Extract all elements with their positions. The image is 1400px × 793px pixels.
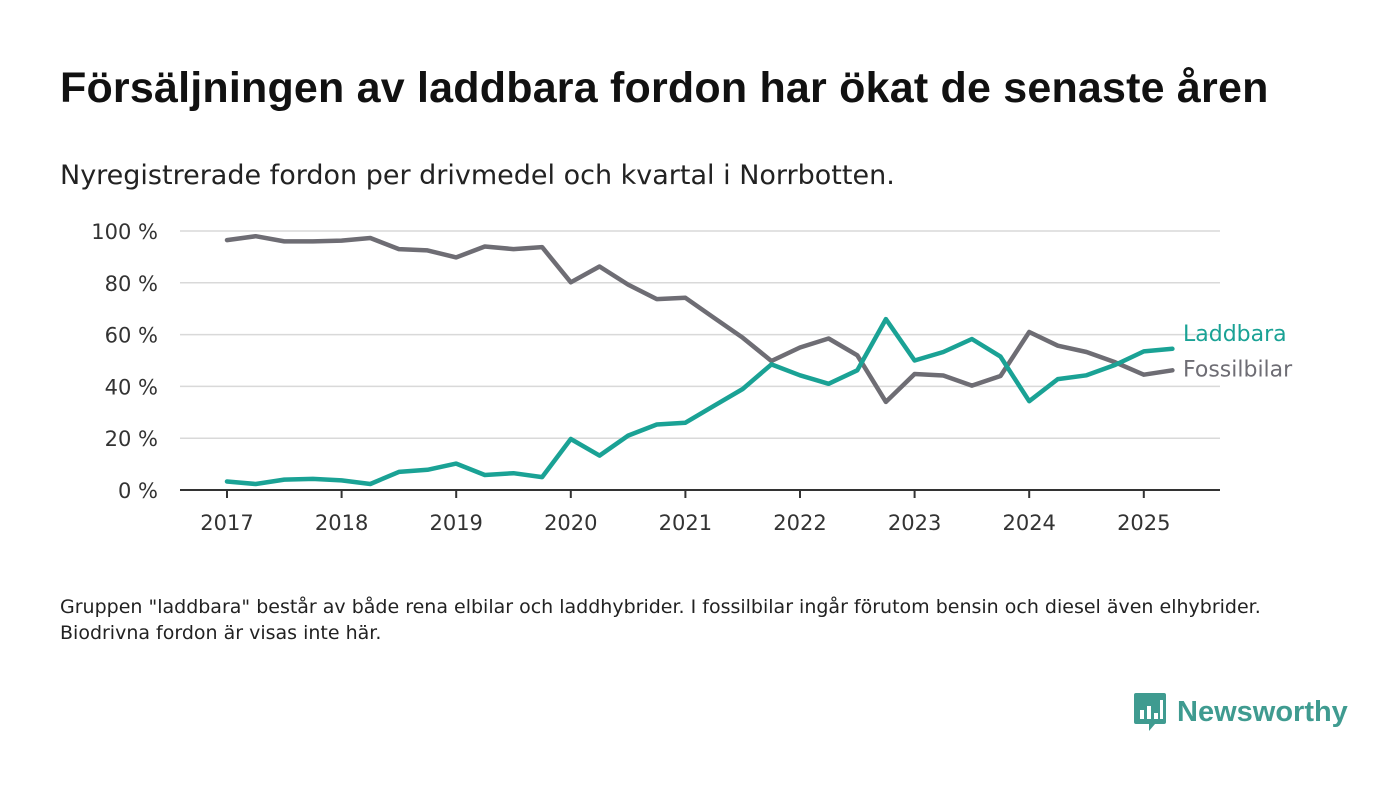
y-tick-label: 40 % (105, 375, 158, 399)
x-tick-label: 2024 (1002, 511, 1055, 535)
x-tick-label: 2022 (773, 511, 826, 535)
gridlines (180, 230, 1220, 439)
x-tick-label: 2025 (1117, 511, 1170, 535)
y-tick-label: 100 % (91, 220, 158, 244)
x-tick-label: 2019 (429, 511, 482, 535)
chart-title: Försäljningen av laddbara fordon har öka… (60, 64, 1269, 112)
chart-subtitle: Nyregistrerade fordon per drivmedel och … (60, 160, 895, 191)
brand-name: Newsworthy (1177, 695, 1348, 728)
series-line-laddbara (224, 316, 1175, 487)
x-tick-label: 2021 (659, 511, 712, 535)
line-chart: 0 % 20 % 40 % 60 % 80 % 100 % 2017 2018 2019 202… (91, 220, 1293, 535)
x-axis: 2017 2018 2019 2020 2021 2022 2023 2024 2025 (180, 489, 1220, 535)
series-lines (224, 233, 1175, 487)
series-labels: Laddbara Fossilbilar (1183, 322, 1293, 382)
y-tick-label: 20 % (105, 427, 158, 451)
newsworthy-logo-icon (1134, 693, 1166, 731)
x-tick-label: 2023 (888, 511, 941, 535)
series-line-fossilbilar (224, 233, 1175, 405)
x-tick-label: 2017 (200, 511, 253, 535)
y-tick-label: 60 % (105, 324, 158, 348)
series-label-laddbara: Laddbara (1183, 322, 1287, 347)
x-tick-label: 2018 (315, 511, 368, 535)
y-tick-label: 80 % (105, 272, 158, 296)
x-tick-label: 2020 (544, 511, 597, 535)
footnote: Gruppen "laddbara" består av både rena e… (60, 596, 1261, 644)
series-label-fossilbilar: Fossilbilar (1183, 357, 1293, 382)
brand[interactable]: Newsworthy (1133, 692, 1348, 732)
y-tick-label: 0 % (118, 479, 158, 503)
y-axis-ticks: 0 % 20 % 40 % 60 % 80 % 100 % (91, 220, 158, 503)
